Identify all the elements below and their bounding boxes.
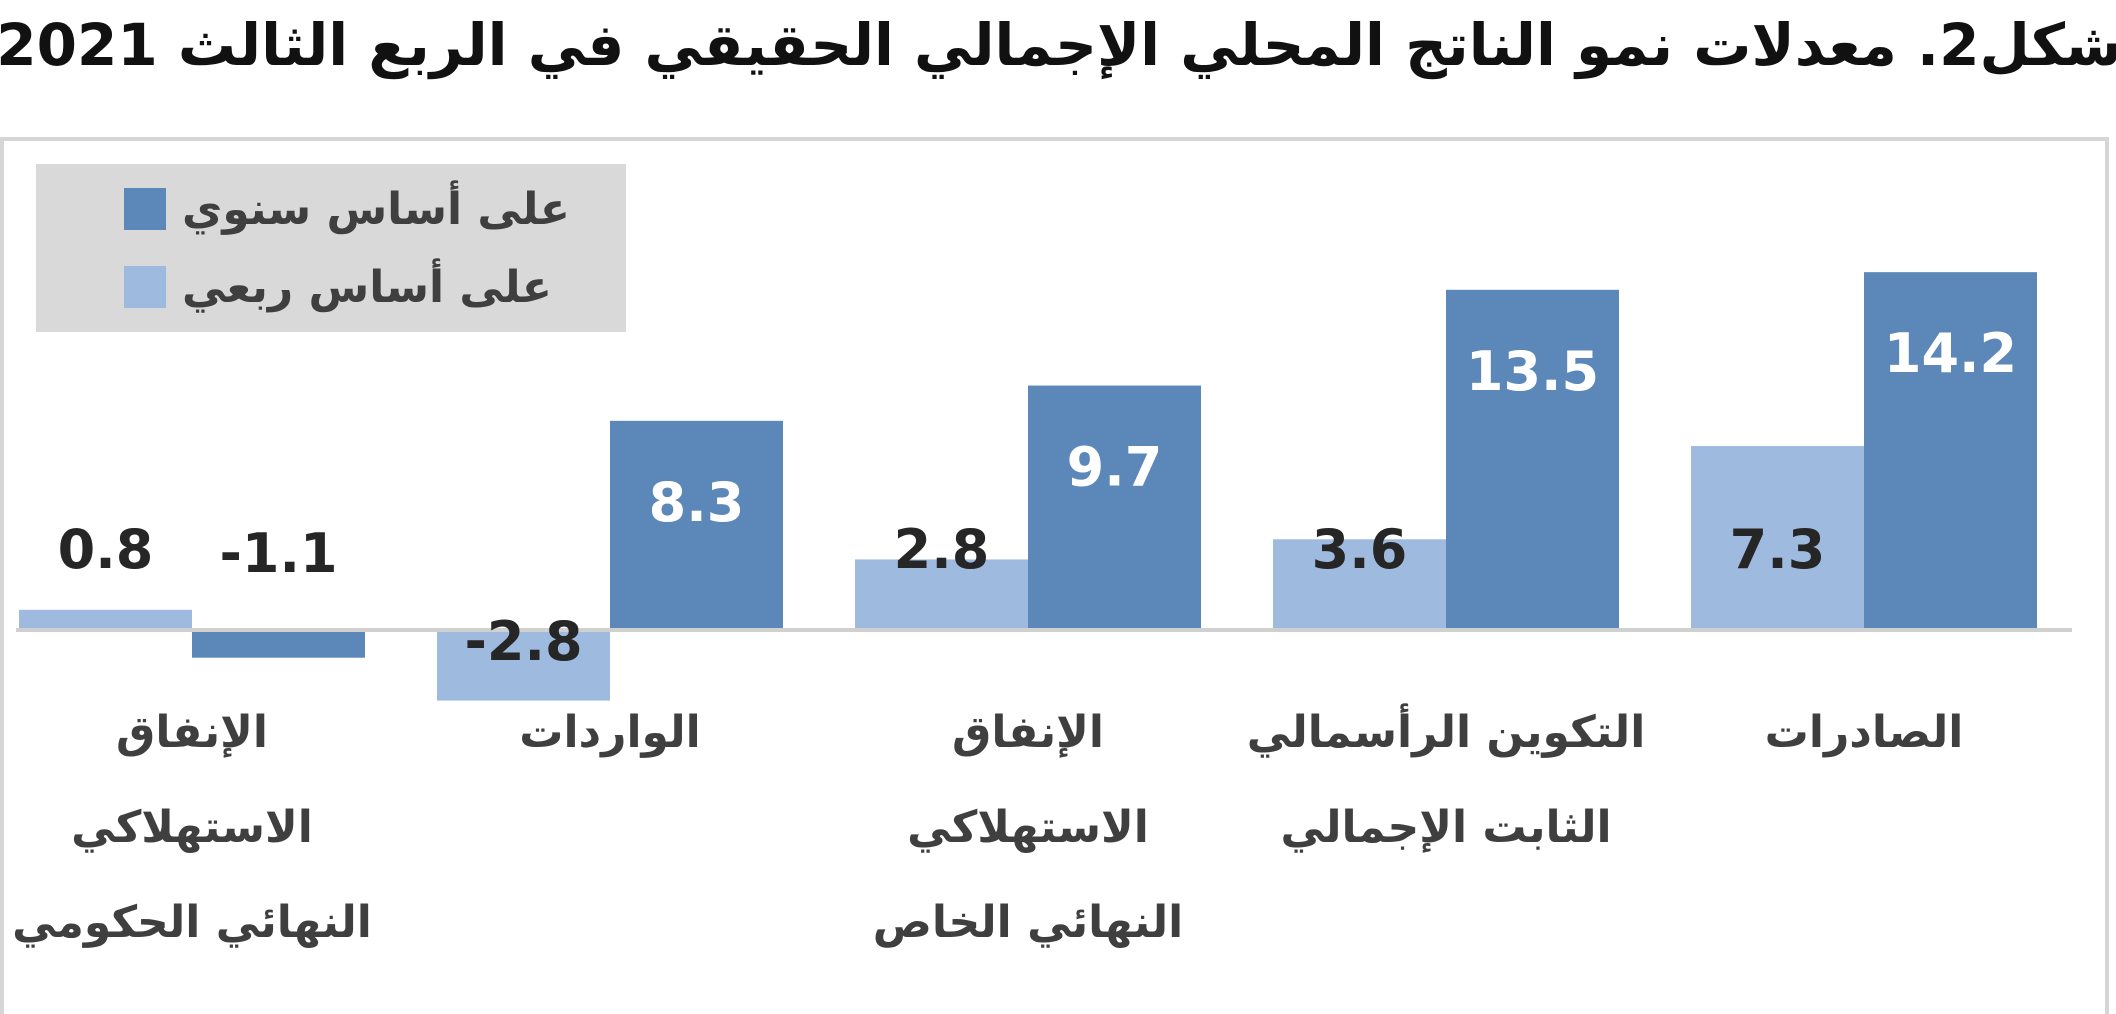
- value-label-yearly-0: 14.2: [1884, 322, 2017, 385]
- category-label-2: الإنفاق الاستهلاكي النهائي الخاص: [819, 685, 1237, 970]
- category-label-line: الصادرات: [1764, 707, 1964, 758]
- bar-quarterly-0: [1691, 446, 1864, 630]
- value-label-quarterly-3: -2.8: [464, 610, 582, 673]
- bar-quarterly-1: [1273, 539, 1446, 630]
- bar-quarterly-4: [19, 609, 192, 630]
- value-label-yearly-4: -1.1: [219, 522, 337, 585]
- legend: على أساس سنوي على أساس ربعي: [36, 164, 626, 332]
- value-label-yearly-1: 13.5: [1466, 340, 1599, 403]
- category-label-line: الاستهلاكي: [907, 802, 1149, 853]
- plot-area: [0, 137, 2109, 1014]
- value-label-quarterly-4: 0.8: [58, 518, 154, 581]
- category-label-3: الواردات: [401, 685, 819, 780]
- bar-quarterly-2: [855, 559, 1028, 630]
- bars-layer: [19, 272, 2037, 701]
- category-label-line: النهائي الخاص: [872, 897, 1184, 948]
- category-label-1: التكوين الرأسمالي الثابت الإجمالي: [1237, 685, 1655, 875]
- value-label-yearly-3: 8.3: [649, 471, 745, 534]
- legend-swatch-yearly: [124, 188, 166, 230]
- bar-yearly-4: [192, 630, 365, 658]
- bar-quarterly-3: [437, 630, 610, 701]
- legend-item-quarterly: على أساس ربعي: [124, 261, 552, 313]
- category-label-line: التكوين الرأسمالي: [1246, 707, 1646, 758]
- value-label-yearly-2: 9.7: [1067, 436, 1163, 499]
- category-label-line: النهائي الحكومي: [12, 897, 372, 948]
- bar-yearly-2: [1028, 385, 1201, 630]
- category-label-line: الإنفاق: [116, 707, 268, 758]
- bar-yearly-1: [1446, 289, 1619, 630]
- legend-label-yearly: على أساس سنوي: [182, 183, 570, 235]
- value-label-quarterly-0: 7.3: [1730, 518, 1826, 581]
- value-labels-layer: 14.2 13.5 9.7 8.3 -1.1 7.3 3.6 2.8 -2.8 0.8: [58, 322, 2017, 673]
- category-label-line: الواردات: [519, 707, 701, 758]
- bar-yearly-0: [1864, 272, 2037, 630]
- category-label-line: الاستهلاكي: [71, 802, 313, 853]
- legend-label-quarterly: على أساس ربعي: [182, 261, 552, 313]
- bar-yearly-3: [610, 420, 783, 630]
- category-label-line: الإنفاق: [952, 707, 1104, 758]
- value-label-quarterly-1: 3.6: [1312, 518, 1408, 581]
- value-label-quarterly-2: 2.8: [894, 518, 990, 581]
- chart-title: شكل2. معدلات نمو الناتج المحلي الإجمالي …: [0, 11, 2116, 79]
- category-label-0: الصادرات: [1655, 685, 2073, 780]
- category-label-line: الثابت الإجمالي: [1280, 802, 1612, 853]
- legend-item-yearly: على أساس سنوي: [124, 183, 570, 235]
- legend-swatch-quarterly: [124, 266, 166, 308]
- category-label-4: الإنفاق الاستهلاكي النهائي الحكومي: [0, 685, 401, 970]
